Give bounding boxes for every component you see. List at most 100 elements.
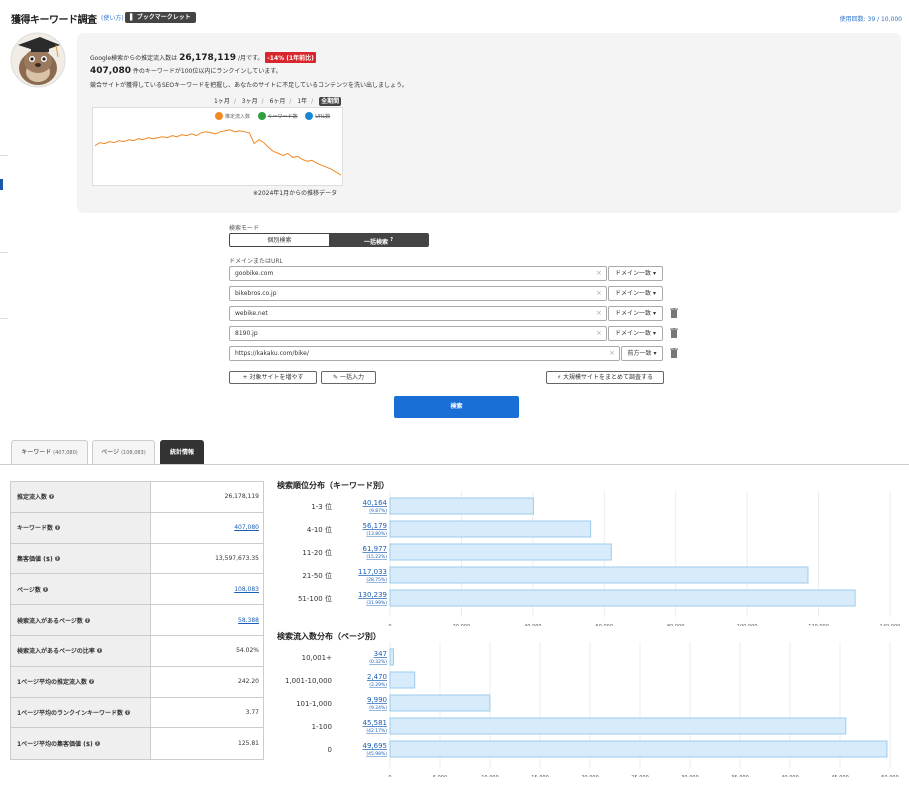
- help-icon[interactable]: ?: [55, 525, 61, 531]
- bar-percent-label[interactable]: (15.22%): [366, 554, 387, 560]
- match-select[interactable]: ドメイン一致 ▾: [608, 306, 663, 321]
- x-tick-label: 100,000: [737, 624, 758, 626]
- bar[interactable]: [389, 717, 847, 735]
- clear-icon[interactable]: ×: [596, 309, 602, 317]
- period-1m[interactable]: 1ヶ月: [214, 98, 230, 105]
- rank-chart-title: 検索順位分布（キーワード別）: [277, 481, 389, 490]
- bar-percent-label[interactable]: (13.80%): [366, 531, 387, 537]
- legend-dot-traffic: [215, 112, 223, 120]
- category-label: 51-100 位: [298, 594, 332, 603]
- stats-row: 検索流入があるページ数? 58,388: [11, 605, 263, 636]
- tab-page-label: ページ: [101, 449, 120, 456]
- search-button[interactable]: 検索: [394, 396, 519, 418]
- bar-value-label[interactable]: 2,470: [367, 673, 387, 681]
- bar-value-label[interactable]: 130,239: [358, 591, 387, 599]
- bar-percent-label[interactable]: (2.29%): [369, 682, 387, 688]
- help-icon[interactable]: ?: [94, 741, 100, 747]
- bar-percent-label[interactable]: (0.32%): [369, 659, 387, 665]
- stats-label-text: 検索流入があるページ数: [17, 617, 83, 625]
- bar-value-label[interactable]: 40,164: [363, 499, 388, 507]
- period-3m[interactable]: 3ヶ月: [241, 98, 258, 105]
- bar[interactable]: [389, 589, 856, 607]
- domain-input[interactable]: 8190.jp: [229, 326, 607, 341]
- help-icon[interactable]: ?: [89, 679, 95, 685]
- legend-keywords[interactable]: キーワード数: [267, 113, 298, 120]
- domain-input[interactable]: bikebros.co.jp: [229, 286, 607, 301]
- category-label: 101-1,000: [296, 700, 332, 708]
- add-site-button[interactable]: + 対象サイトを増やす: [229, 371, 317, 384]
- change-badge: -14% (1年前比): [265, 52, 316, 63]
- bar-value-label[interactable]: 56,179: [363, 522, 388, 530]
- help-icon[interactable]: ?: [96, 648, 102, 654]
- bar[interactable]: [389, 566, 809, 584]
- mode-single-button[interactable]: 個別検索: [230, 234, 329, 246]
- match-select[interactable]: 前方一致 ▾: [621, 346, 663, 361]
- mode-bulk-label: 一括検索: [363, 239, 388, 246]
- bar-percent-label[interactable]: (28.75%): [366, 577, 387, 583]
- tab-stats[interactable]: 統計情報: [160, 440, 204, 465]
- x-tick-label: 20,000: [453, 624, 471, 626]
- bar-percent-label[interactable]: (45.98%): [366, 751, 387, 757]
- category-label: 0: [328, 746, 332, 754]
- bar[interactable]: [389, 520, 592, 538]
- stats-row: ページ数? 108,083: [11, 574, 263, 606]
- clear-icon[interactable]: ×: [609, 349, 615, 357]
- x-tick-label: 25,000: [631, 775, 649, 777]
- clear-icon[interactable]: ×: [596, 329, 602, 337]
- period-all[interactable]: 全期間: [319, 97, 342, 106]
- stats-value[interactable]: 407,080: [234, 524, 259, 532]
- period-6m[interactable]: 6ヶ月: [269, 98, 286, 105]
- bar-percent-label[interactable]: (9.24%): [369, 705, 387, 711]
- x-tick-label: 15,000: [531, 775, 549, 777]
- bar[interactable]: [389, 648, 394, 666]
- match-select[interactable]: ドメイン一致 ▾: [608, 326, 663, 341]
- keyword-count-value: 407,080: [90, 66, 131, 76]
- bookmarklet-button[interactable]: ▌ ブックマークレット: [125, 12, 196, 23]
- help-icon[interactable]: ?: [49, 494, 55, 500]
- large-sites-button[interactable]: ⚡ 大規模サイトをまとめて調査する: [546, 371, 664, 384]
- bar-percent-label[interactable]: (9.87%): [369, 508, 387, 514]
- bar-value-label[interactable]: 49,695: [363, 742, 388, 750]
- tab-page[interactable]: ページ (108,083): [92, 440, 155, 465]
- bar-value-label[interactable]: 45,581: [363, 719, 388, 727]
- category-label: 11-20 位: [302, 548, 332, 557]
- legend-urls[interactable]: URL数: [315, 113, 331, 120]
- help-icon[interactable]: ?: [42, 586, 48, 592]
- bar[interactable]: [389, 740, 888, 758]
- legend-traffic[interactable]: 推定流入数: [225, 113, 251, 120]
- help-icon[interactable]: ?: [54, 555, 60, 561]
- bar-value-label[interactable]: 9,990: [367, 696, 387, 704]
- trash-icon[interactable]: [670, 348, 678, 358]
- stats-value[interactable]: 58,388: [238, 616, 259, 624]
- bulk-input-button[interactable]: ✎ 一括入力: [321, 371, 376, 384]
- clear-icon[interactable]: ×: [596, 289, 602, 297]
- domain-input[interactable]: webike.net: [229, 306, 607, 321]
- domain-input[interactable]: https://kakaku.com/bike/: [229, 346, 620, 361]
- help-icon[interactable]: ?: [125, 709, 131, 715]
- bar-value-label[interactable]: 117,033: [358, 568, 387, 576]
- bar-value-label[interactable]: 61,977: [363, 545, 388, 553]
- mode-bulk-button[interactable]: 一括検索 ?: [329, 234, 428, 246]
- bar-percent-label[interactable]: (31.99%): [366, 600, 387, 606]
- match-select[interactable]: ドメイン一致 ▾: [608, 286, 663, 301]
- match-select-value: ドメイン一致: [615, 330, 652, 337]
- domain-input[interactable]: goobike.com: [229, 266, 607, 281]
- tab-keyword[interactable]: キーワード (407,080): [11, 440, 88, 465]
- bar[interactable]: [389, 497, 534, 515]
- trash-icon[interactable]: [670, 328, 678, 338]
- help-icon[interactable]: ?: [84, 617, 90, 623]
- domain-label: ドメインまたはURL: [229, 258, 283, 265]
- match-select[interactable]: ドメイン一致 ▾: [608, 266, 663, 281]
- bar-value-label[interactable]: 347: [374, 650, 387, 658]
- bar[interactable]: [389, 671, 416, 689]
- clear-icon[interactable]: ×: [596, 269, 602, 277]
- trash-icon[interactable]: [670, 308, 678, 318]
- period-1y[interactable]: 1年: [297, 98, 308, 105]
- x-tick-label: 5,000: [433, 775, 447, 777]
- bar[interactable]: [389, 694, 491, 712]
- bar-percent-label[interactable]: (42.17%): [366, 728, 387, 734]
- bar[interactable]: [389, 543, 612, 561]
- howto-link[interactable]: (使い方): [101, 15, 124, 22]
- x-tick-label: 0: [388, 624, 391, 626]
- stats-value[interactable]: 108,083: [234, 585, 259, 593]
